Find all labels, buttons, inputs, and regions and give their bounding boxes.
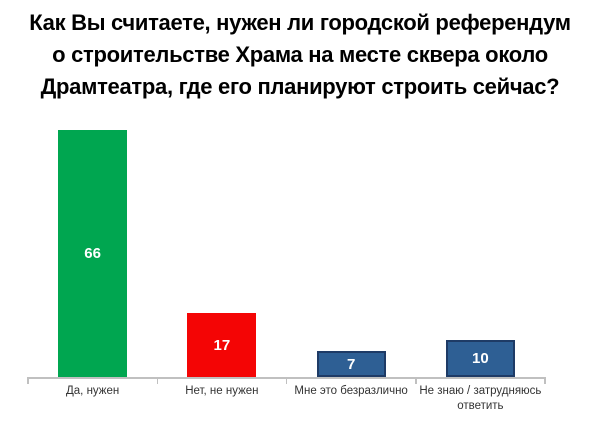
bar-value-label-1: 66	[84, 245, 101, 262]
bar-cell-2: 17	[157, 313, 286, 377]
category-label-1: Да, нужен	[66, 385, 120, 397]
bar-value-label-4: 10	[472, 350, 489, 367]
x-axis-tick-1	[27, 377, 29, 384]
category-label-3: Мне это безразлично	[294, 385, 408, 397]
bar-4: 10	[445, 340, 515, 377]
bar-cell-4: 10	[416, 340, 545, 377]
chart-title-line-1: Как Вы считаете, нужен ли городской рефе…	[29, 10, 571, 35]
plot-area: 66 17 7 10	[28, 0, 545, 377]
x-axis-tick-4	[415, 377, 417, 384]
bar-value-label-2: 17	[213, 336, 231, 354]
bar-cell-3: 7	[287, 351, 416, 377]
x-axis-tick-5	[544, 377, 546, 384]
bar-1: 66	[58, 130, 128, 377]
chart-title: Как Вы считаете, нужен ли городской рефе…	[8, 7, 592, 103]
bar-3: 7	[316, 351, 386, 377]
category-label-2: Нет, не нужен	[185, 385, 259, 397]
chart-title-line-3: Драмтеатра, где его планируют строить се…	[40, 74, 560, 99]
bar-value-label-3: 7	[346, 355, 356, 373]
bar-cell-1: 66	[28, 130, 157, 377]
x-axis-tick-3	[285, 377, 288, 384]
x-axis-tick-2	[156, 377, 158, 384]
chart-title-line-2: о строительстве Храма на месте сквера ок…	[52, 42, 548, 67]
bar-2: 17	[187, 313, 257, 377]
category-label-4: Не знаю / затрудняюсь ответить	[419, 385, 542, 412]
x-axis-category-labels: Да, нужен Нет, не нужен Мне это безразличн…	[28, 384, 545, 413]
